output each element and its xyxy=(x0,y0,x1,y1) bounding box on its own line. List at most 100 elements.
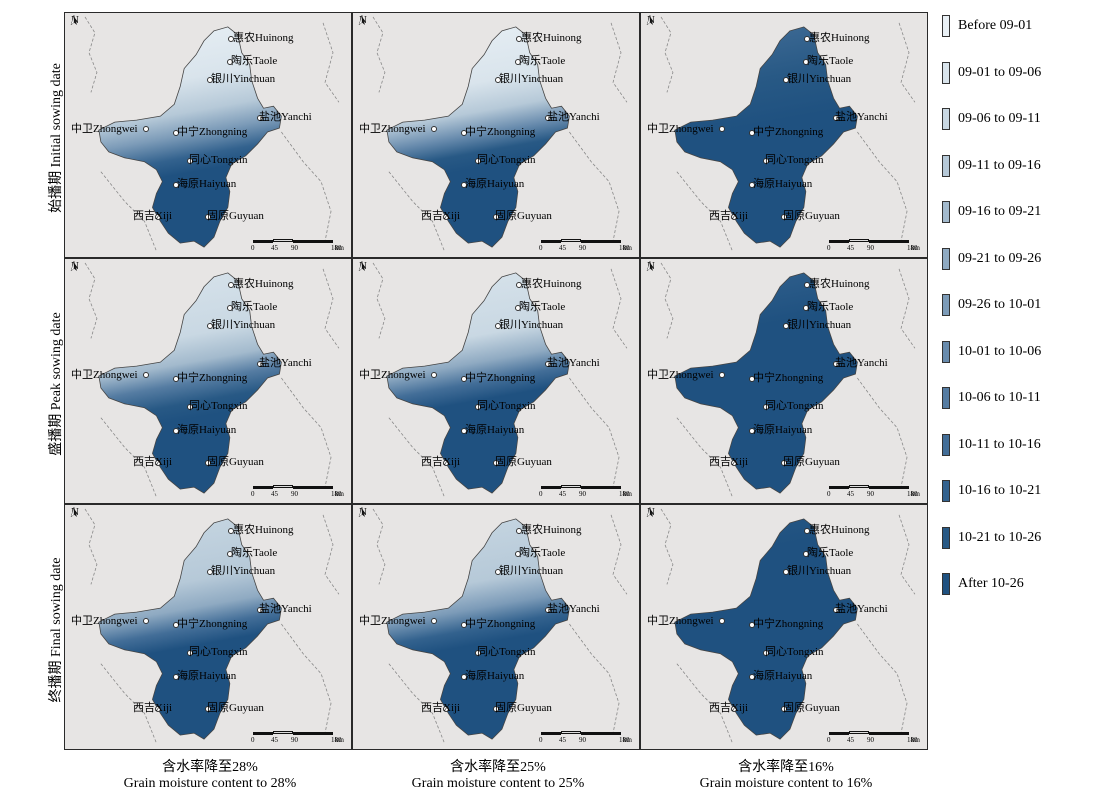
city-label-yinchuan: 银川Yinchuan xyxy=(787,319,852,331)
map-panel-final-25: N 惠农Huinong 陶乐Taole 银川Yinchuan 盐池Yanchi 中卫Zh… xyxy=(352,504,640,750)
city-label-tongxin: 同心Tongxin xyxy=(765,400,824,412)
north-arrow-icon: N xyxy=(358,15,367,26)
city-marker-guyuan xyxy=(493,460,499,466)
north-arrow-icon: N xyxy=(646,261,655,272)
legend-label: Before 09-01 xyxy=(958,18,1033,33)
legend-swatch xyxy=(942,247,950,270)
region-map xyxy=(660,16,916,252)
city-label-zhongwei: 中卫Zhongwei xyxy=(359,123,426,135)
city-marker-tongxin xyxy=(763,650,769,656)
city-label-zhongwei: 中卫Zhongwei xyxy=(647,615,714,627)
city-label-xiji: 西吉Xiji xyxy=(709,456,749,468)
city-marker-huinong xyxy=(516,528,522,534)
city-label-huinong: 惠农Huinong xyxy=(521,32,582,44)
col-label-16-en: Grain moisture content to 16% xyxy=(699,776,873,791)
scale-tick-label: 90 xyxy=(291,244,298,252)
city-marker-huinong xyxy=(804,282,810,288)
scale-tick-label: 90 xyxy=(579,736,586,744)
city-label-yinchuan: 银川Yinchuan xyxy=(499,565,564,577)
scale-unit: km xyxy=(623,736,632,744)
scale-bar: 0 45 90 180 km xyxy=(251,485,345,503)
col-label-28-en: Grain moisture content to 28% xyxy=(123,776,297,791)
city-label-yinchuan: 银川Yinchuan xyxy=(211,319,276,331)
scale-tick-label: 180 xyxy=(619,490,630,498)
city-marker-guyuan xyxy=(781,706,787,712)
city-marker-zhongning xyxy=(173,376,179,382)
col-label-25: 含水率降至25% Grain moisture content to 25% xyxy=(354,760,642,792)
city-marker-xiji xyxy=(731,214,737,220)
city-label-huinong: 惠农Huinong xyxy=(233,524,294,536)
scale-bar: 0 45 90 180 km xyxy=(251,731,345,749)
city-label-yanchi: 盐池Yanchi xyxy=(547,603,600,615)
row-label-final: 终播期 Final sowing date xyxy=(49,557,64,703)
scale-unit: km xyxy=(911,244,920,252)
city-marker-haiyuan xyxy=(173,428,179,434)
city-label-zhongning: 中宁Zhongning xyxy=(753,372,824,384)
city-label-guyuan: 固原Guyuan xyxy=(495,702,552,714)
map-panel-peak-28: N 惠农Huinong 陶乐Taole 银川Yinchuan 盐池Yanchi 中卫Zh… xyxy=(64,258,352,504)
legend-label: 09-01 to 09-06 xyxy=(958,64,1042,80)
legend-swatch xyxy=(942,294,950,316)
legend-label: 09-21 to 09-26 xyxy=(958,250,1042,266)
legend-label: 10-01 to 10-06 xyxy=(958,343,1042,359)
city-label-taole: 陶乐Taole xyxy=(231,547,278,559)
city-label-guyuan: 固原Guyuan xyxy=(783,210,840,222)
legend-swatch xyxy=(942,15,950,37)
city-marker-yanchi xyxy=(257,361,263,367)
scale-tick-label: 0 xyxy=(539,736,543,744)
scale-tick-label: 90 xyxy=(867,736,874,744)
map-panel-initial-28: N 惠农Huinong 陶乐Taole 银川Yinchuan 盐池Yanchi 中卫Zh… xyxy=(64,12,352,258)
map-panel-final-28: N 惠农Huinong 陶乐Taole 银川Yinchuan 盐池Yanchi 中卫Zh… xyxy=(64,504,352,750)
city-marker-tongxin xyxy=(763,158,769,164)
city-marker-tongxin xyxy=(475,404,481,410)
city-marker-huinong xyxy=(228,282,234,288)
city-label-tongxin: 同心Tongxin xyxy=(477,154,536,166)
city-marker-tongxin xyxy=(475,158,481,164)
city-label-tongxin: 同心Tongxin xyxy=(765,646,824,658)
scale-tick-label: 180 xyxy=(907,244,918,252)
city-label-zhongning: 中宁Zhongning xyxy=(465,618,536,630)
scale-tick-label: 90 xyxy=(579,490,586,498)
city-label-yinchuan: 银川Yinchuan xyxy=(499,319,564,331)
scale-unit: km xyxy=(911,490,920,498)
col-label-25-en: Grain moisture content to 25% xyxy=(411,776,585,791)
scale-unit: km xyxy=(623,490,632,498)
legend-swatch xyxy=(942,526,950,549)
scale-bar: 0 45 90 180 km xyxy=(827,485,921,503)
legend-swatch xyxy=(942,573,950,595)
map-panel-peak-25: N 惠农Huinong 陶乐Taole 银川Yinchuan 盐池Yanchi 中卫Zh… xyxy=(352,258,640,504)
city-label-zhongning: 中宁Zhongning xyxy=(177,372,248,384)
north-arrow-icon: N xyxy=(646,15,655,26)
col-label-25-zh: 含水率降至25% xyxy=(450,760,546,775)
city-label-taole: 陶乐Taole xyxy=(231,301,278,313)
city-marker-taole xyxy=(803,59,809,65)
city-marker-huinong xyxy=(516,36,522,42)
city-marker-haiyuan xyxy=(461,428,467,434)
city-label-taole: 陶乐Taole xyxy=(519,547,566,559)
region-map xyxy=(660,262,916,498)
city-marker-huinong xyxy=(516,282,522,288)
scale-unit: km xyxy=(335,736,344,744)
scale-tick-label: 45 xyxy=(559,244,566,252)
city-label-xiji: 西吉Xiji xyxy=(133,456,173,468)
city-label-zhongwei: 中卫Zhongwei xyxy=(359,615,426,627)
city-marker-guyuan xyxy=(781,214,787,220)
city-marker-yanchi xyxy=(257,607,263,613)
city-label-zhongning: 中宁Zhongning xyxy=(753,126,824,138)
city-marker-guyuan xyxy=(493,706,499,712)
scale-unit: km xyxy=(335,244,344,252)
city-marker-xiji xyxy=(155,706,161,712)
scale-tick-label: 0 xyxy=(251,736,255,744)
city-label-yanchi: 盐池Yanchi xyxy=(835,357,888,369)
col-label-28-zh: 含水率降至28% xyxy=(162,760,258,775)
city-marker-yinchuan xyxy=(783,569,789,575)
city-label-xiji: 西吉Xiji xyxy=(709,210,749,222)
city-marker-zhongwei xyxy=(431,372,437,378)
scale-tick-label: 90 xyxy=(867,490,874,498)
north-arrow-icon: N xyxy=(70,261,79,272)
city-marker-guyuan xyxy=(205,214,211,220)
scale-bar: 0 45 90 180 km xyxy=(539,239,633,257)
city-marker-tongxin xyxy=(187,650,193,656)
scale-tick-label: 90 xyxy=(291,490,298,498)
scale-tick-label: 0 xyxy=(539,244,543,252)
